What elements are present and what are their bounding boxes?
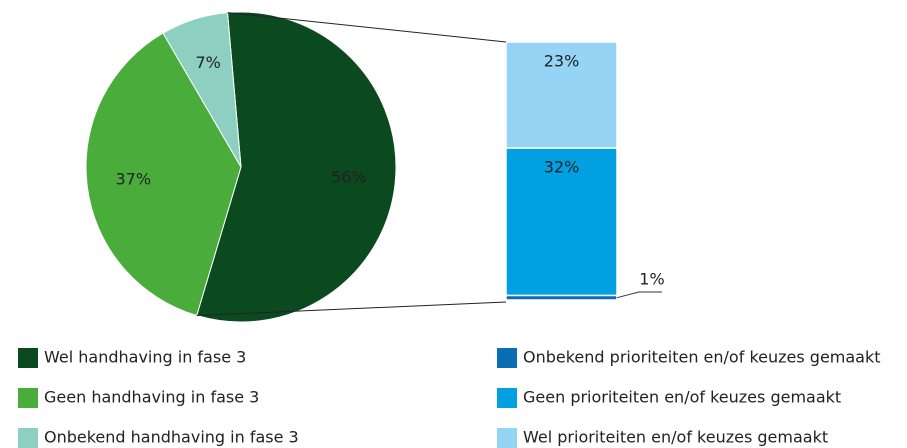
legend-label: Wel handhaving in fase 3 [44, 348, 246, 367]
legend-swatch [497, 388, 517, 408]
legend-swatch [497, 428, 517, 448]
bar-segment [505, 41, 618, 149]
bar-label: 32% [544, 157, 580, 176]
pie-slice [162, 12, 242, 168]
pie-slice [196, 11, 397, 323]
leader-line [616, 291, 640, 299]
bar-label: 1% [639, 270, 664, 289]
legend-label: Geen handhaving in fase 3 [44, 388, 259, 407]
legend-label: Geen prioriteiten en/of keuzes gemaakt [523, 388, 841, 407]
pie-slice [85, 32, 242, 317]
legend-swatch [497, 348, 517, 368]
pie-label: 37% [115, 169, 151, 188]
pie-label: 7% [195, 53, 220, 72]
legend-label: Onbekend prioriteiten en/of keuzes gemaa… [523, 348, 881, 367]
legend-label: Wel prioriteiten en/of keuzes gemaakt [523, 428, 828, 447]
bar-label: 23% [544, 52, 580, 71]
legend-label: Onbekend handhaving in fase 3 [44, 428, 299, 447]
legend-swatch [18, 348, 38, 368]
connector-line [196, 301, 507, 317]
bar-segment [505, 147, 618, 297]
pie-label: 56% [331, 167, 367, 186]
legend-swatch [18, 388, 38, 408]
legend-swatch [18, 428, 38, 448]
connector-line [227, 12, 507, 43]
